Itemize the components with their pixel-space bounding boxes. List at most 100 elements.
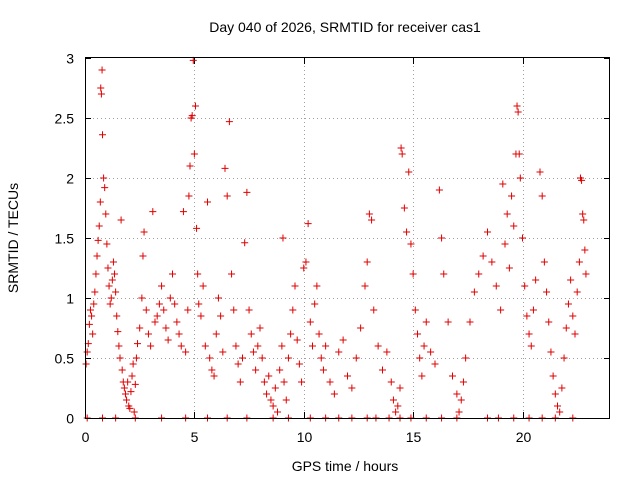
data-point	[115, 342, 123, 350]
data-point	[536, 168, 544, 176]
data-point	[580, 216, 588, 224]
data-points	[82, 56, 590, 422]
data-point	[136, 324, 144, 332]
data-point	[201, 342, 209, 350]
data-point	[488, 258, 496, 266]
data-point	[397, 144, 405, 152]
data-point	[295, 360, 303, 368]
data-point	[217, 312, 225, 320]
data-point	[339, 336, 347, 344]
data-point	[389, 396, 397, 404]
data-point	[144, 330, 152, 338]
data-point	[416, 354, 424, 362]
data-point	[282, 396, 290, 404]
data-point	[567, 276, 575, 284]
data-point	[269, 402, 277, 410]
data-point	[293, 336, 301, 344]
data-point	[247, 330, 255, 338]
data-point	[326, 378, 334, 386]
data-point	[291, 282, 299, 290]
data-point	[556, 408, 564, 416]
data-point	[394, 402, 402, 410]
data-point	[153, 312, 161, 320]
data-point	[267, 396, 275, 404]
data-point	[138, 294, 146, 302]
data-point	[455, 408, 463, 416]
grid-lines	[85, 58, 610, 418]
data-point	[298, 378, 306, 386]
data-point	[510, 222, 518, 230]
data-point	[513, 102, 521, 110]
data-point	[287, 330, 295, 338]
data-point	[190, 150, 198, 158]
data-point	[100, 174, 108, 182]
data-point	[459, 378, 467, 386]
data-point	[134, 340, 141, 348]
data-point	[142, 306, 150, 314]
data-point	[230, 306, 238, 314]
data-point	[435, 186, 443, 194]
data-point	[254, 342, 262, 350]
plot-frame	[85, 57, 610, 419]
data-point	[234, 360, 242, 368]
data-point	[497, 306, 505, 314]
data-point	[121, 390, 129, 398]
data-point	[549, 372, 557, 380]
data-point	[123, 396, 131, 404]
data-point	[265, 372, 273, 380]
data-point	[449, 372, 456, 380]
data-point	[352, 354, 360, 362]
data-point	[155, 300, 163, 308]
data-point	[573, 288, 581, 296]
data-point	[118, 366, 126, 374]
x-tick-label: 15	[406, 429, 422, 445]
data-point	[89, 330, 97, 338]
data-point	[527, 342, 535, 350]
data-point	[564, 300, 572, 308]
data-point	[195, 300, 203, 308]
data-point	[560, 354, 568, 362]
data-point	[365, 210, 373, 218]
data-point	[128, 372, 136, 380]
y-tick-label: 1.5	[55, 231, 75, 247]
data-point	[361, 282, 369, 290]
data-point	[126, 404, 134, 412]
x-tick-label: 0	[82, 429, 90, 445]
data-point	[578, 176, 586, 184]
data-point	[185, 192, 193, 200]
data-point	[114, 328, 122, 336]
data-point	[322, 342, 330, 350]
data-point	[132, 354, 140, 362]
data-point	[97, 90, 105, 98]
data-point	[581, 246, 589, 254]
data-point	[374, 342, 382, 350]
data-point	[304, 220, 312, 228]
data-point	[470, 288, 478, 296]
data-point	[278, 342, 286, 350]
x-axis-label: GPS time / hours	[292, 458, 399, 474]
data-point	[124, 378, 132, 386]
data-point	[357, 324, 365, 332]
data-point	[414, 330, 421, 338]
data-point	[431, 360, 439, 368]
data-point	[158, 282, 166, 290]
data-point	[189, 56, 197, 64]
data-point	[85, 320, 93, 328]
data-point	[164, 336, 172, 344]
axis-ticks: 0 0.5 1 1.5 2 2.5 3 0 5 10 15 20	[55, 51, 610, 445]
data-point	[214, 294, 222, 302]
data-point	[102, 210, 110, 218]
data-point	[88, 312, 96, 320]
data-point	[186, 162, 194, 170]
data-point	[457, 396, 465, 404]
data-point	[107, 294, 115, 302]
data-point	[188, 112, 196, 120]
data-point	[551, 390, 559, 398]
data-point	[225, 118, 233, 126]
data-point	[271, 384, 279, 392]
data-point	[409, 270, 417, 278]
data-point	[344, 372, 351, 380]
data-point	[519, 234, 526, 242]
data-point	[462, 354, 470, 362]
data-point	[97, 84, 105, 92]
